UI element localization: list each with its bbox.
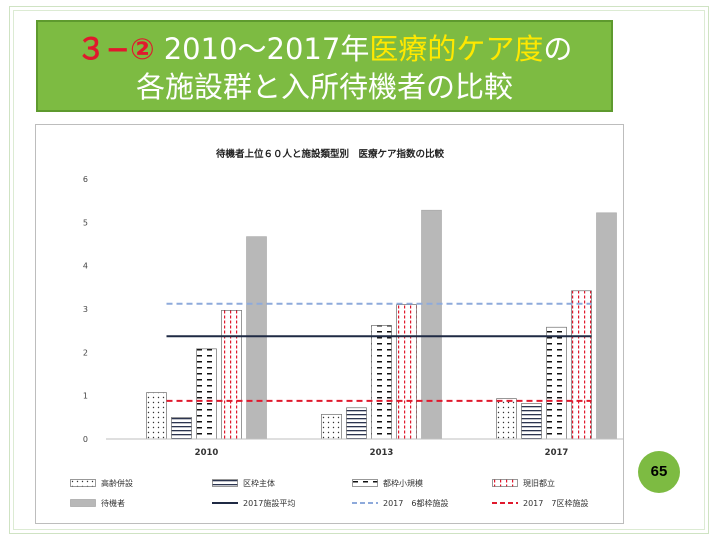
legend-label-8: 2017 7区枠施設 (523, 498, 589, 508)
x-tick-label: 2017 (545, 448, 569, 458)
x-axis-tick-labels: 2010 2013 2017 (195, 448, 569, 458)
x-tick-label: 2010 (195, 448, 219, 458)
title-suffix: の (543, 32, 573, 66)
legend-swatch-ward-line (492, 502, 518, 504)
slide-frame-outer (9, 6, 709, 534)
y-axis-tick-labels: 0 1 2 3 4 5 6 (83, 175, 88, 444)
bar-dots-2017 (496, 398, 517, 440)
legend-label-4: 現旧都立 (523, 478, 555, 488)
bar-dashes-2010 (196, 348, 217, 440)
legend-swatch-gray (70, 499, 96, 507)
slide-title: ３−② 2010〜2017年医療的ケア度の 各施設群と入所待機者の比較 (36, 20, 613, 112)
legend-item-4: 現旧都立 (492, 476, 555, 490)
title-prefix: ３−② (76, 32, 155, 66)
bar-hlines-2010 (171, 417, 192, 440)
y-tick-label: 2 (83, 348, 88, 357)
legend-label-1: 高齢併設 (101, 478, 133, 488)
page-number-badge: 65 (638, 451, 680, 493)
y-tick-label: 5 (83, 218, 88, 227)
bar-hlines-2013 (346, 407, 367, 440)
bar-hlines-2017 (521, 403, 542, 440)
bar-series (146, 209, 617, 440)
bar-solid-gray-2013 (421, 209, 442, 440)
y-tick-label: 1 (83, 392, 88, 401)
chart-legend: 高齢併設 区枠主体 都枠小規模 現旧都立 待機者 2017施設平均 2017 6… (70, 476, 620, 516)
y-tick-label: 3 (83, 305, 88, 314)
legend-label-5: 待機者 (101, 498, 125, 508)
slide-frame-inner (13, 10, 705, 530)
legend-label-2: 区枠主体 (243, 478, 275, 488)
title-line-2: 各施設群と入所待機者の比較 (135, 70, 513, 104)
legend-item-7: 2017 6都枠施設 (352, 496, 448, 510)
legend-item-8: 2017 7区枠施設 (492, 496, 588, 510)
bar-red-dots-2013 (396, 304, 417, 440)
legend-swatch-hlines (212, 479, 238, 487)
bar-solid-gray-2017 (596, 212, 617, 440)
y-tick-label: 4 (83, 262, 88, 271)
legend-item-6: 2017施設平均 (212, 496, 295, 510)
title-line-1: ３−② 2010〜2017年医療的ケア度の (38, 30, 611, 68)
legend-label-3: 都枠小規模 (383, 478, 423, 488)
bar-dashes-2013 (371, 325, 392, 440)
bar-solid-gray-2010 (246, 236, 267, 440)
title-mid: 2010〜2017年 (154, 32, 370, 66)
legend-label-7: 2017 6都枠施設 (383, 498, 449, 508)
bar-red-dots-2010 (221, 310, 242, 440)
legend-item-5: 待機者 (70, 496, 125, 510)
legend-swatch-metro-line (352, 502, 378, 504)
bar-dots-2013 (321, 413, 342, 440)
legend-swatch-avg-line (212, 502, 238, 504)
chart-title: 待機者上位６０人と施設類型別 医療ケア指数の比較 (216, 148, 445, 160)
legend-label-6: 2017施設平均 (243, 498, 296, 508)
bar-red-dots-2017 (571, 290, 592, 440)
legend-swatch-dots (70, 479, 96, 487)
legend-swatch-reddots (492, 479, 518, 487)
y-tick-label: 0 (83, 435, 88, 444)
title-highlight: 医療的ケア度 (369, 32, 544, 66)
bar-dashes-2017 (546, 326, 567, 440)
reference-lines (166, 302, 592, 402)
bar-dots-2010 (146, 392, 167, 440)
legend-item-2: 区枠主体 (212, 476, 275, 490)
legend-item-1: 高齢併設 (70, 476, 133, 490)
legend-swatch-dashes (352, 479, 378, 487)
x-tick-label: 2013 (370, 448, 394, 458)
legend-item-3: 都枠小規模 (352, 476, 423, 490)
y-tick-label: 6 (83, 175, 88, 184)
